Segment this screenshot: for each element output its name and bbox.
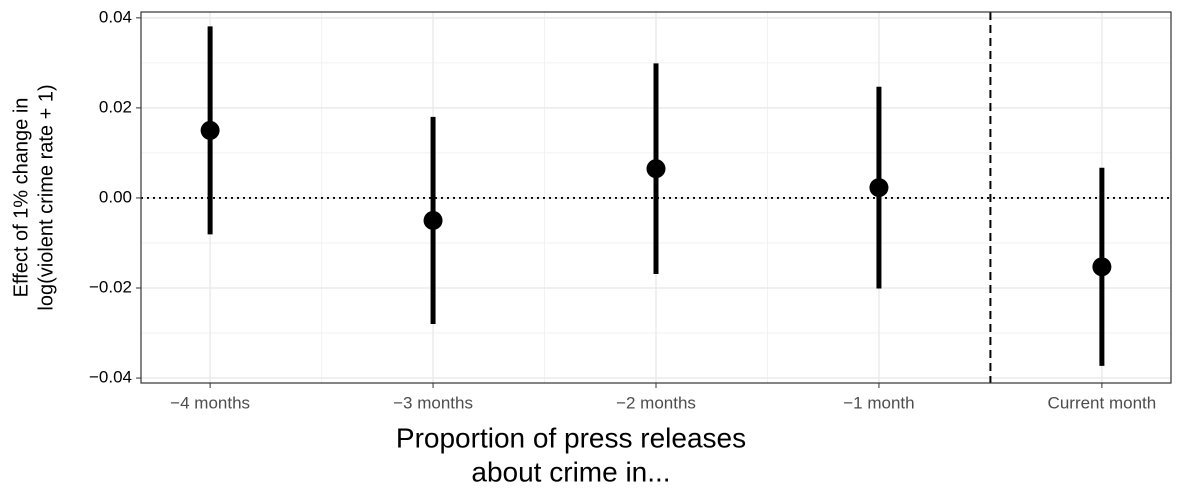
x-axis-title: about crime in... <box>471 456 670 487</box>
panel-border <box>140 11 1172 384</box>
x-axis-title: Proportion of press releases <box>396 422 746 453</box>
y-tick-label: −0.04 <box>89 368 132 387</box>
point <box>423 210 443 230</box>
point <box>646 159 666 179</box>
y-tick-label: 0.00 <box>99 187 132 206</box>
y-tick-label: 0.02 <box>99 97 132 116</box>
y-axis-title: Effect of 1% change in <box>10 98 32 298</box>
x-tick-label: Current month <box>1048 393 1157 412</box>
x-tick-label: −2 months <box>616 393 696 412</box>
y-axis-title: log(violent crime rate + 1) <box>35 84 57 310</box>
x-tick-label: −4 months <box>170 393 250 412</box>
point <box>200 120 220 140</box>
x-tick-label: −3 months <box>393 393 473 412</box>
y-tick-label: −0.02 <box>89 277 132 296</box>
point <box>869 178 889 198</box>
x-tick-label: −1 month <box>843 393 914 412</box>
y-tick-label: 0.04 <box>99 7 132 26</box>
point <box>1092 257 1112 277</box>
